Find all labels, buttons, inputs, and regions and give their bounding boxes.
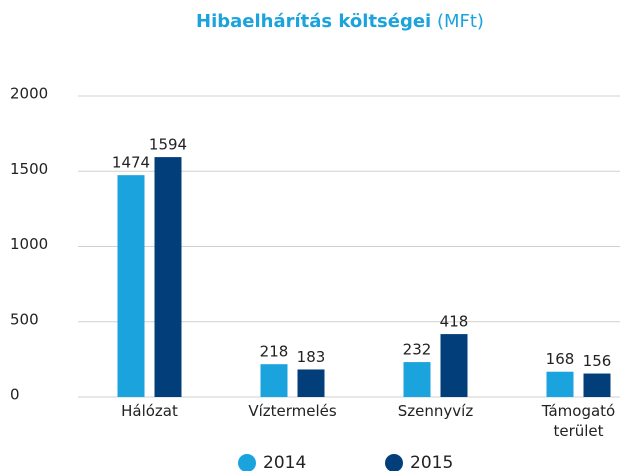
bar bbox=[117, 175, 145, 397]
bar bbox=[260, 364, 288, 397]
value-label: 168 bbox=[546, 350, 575, 368]
y-tick-label: 2000 bbox=[10, 85, 48, 103]
legend-swatch bbox=[238, 454, 256, 471]
bar bbox=[403, 362, 431, 397]
bar bbox=[297, 369, 325, 397]
x-tick-label: Szennyvíz bbox=[397, 402, 474, 420]
bar bbox=[154, 157, 182, 397]
bar bbox=[440, 334, 468, 397]
value-label: 183 bbox=[297, 348, 326, 366]
chart-unit: (MFt) bbox=[437, 11, 484, 32]
legend-swatch bbox=[385, 454, 403, 471]
value-label: 1474 bbox=[112, 154, 150, 172]
y-tick-label: 1000 bbox=[10, 235, 48, 253]
legend-label: 2014 bbox=[263, 453, 306, 471]
y-tick-label: 500 bbox=[10, 310, 39, 328]
value-label: 156 bbox=[583, 352, 612, 370]
value-label: 418 bbox=[440, 313, 469, 331]
value-label: 1594 bbox=[149, 136, 187, 154]
x-tick-label: Hálózat bbox=[121, 402, 178, 420]
y-tick-label: 0 bbox=[10, 386, 20, 404]
value-label: 232 bbox=[403, 341, 432, 359]
legend-label: 2015 bbox=[410, 453, 453, 471]
x-tick-label: Víztermelés bbox=[248, 402, 337, 420]
x-tick-label: Támogató terület bbox=[541, 402, 616, 440]
y-tick-label: 1500 bbox=[10, 160, 48, 178]
bar bbox=[546, 371, 574, 397]
chart-title: Hibaelhárítás költségei bbox=[196, 11, 431, 32]
value-label: 218 bbox=[260, 343, 289, 361]
chart-title-group: Hibaelhárítás költségei (MFt) bbox=[196, 11, 484, 32]
bar bbox=[583, 373, 611, 397]
